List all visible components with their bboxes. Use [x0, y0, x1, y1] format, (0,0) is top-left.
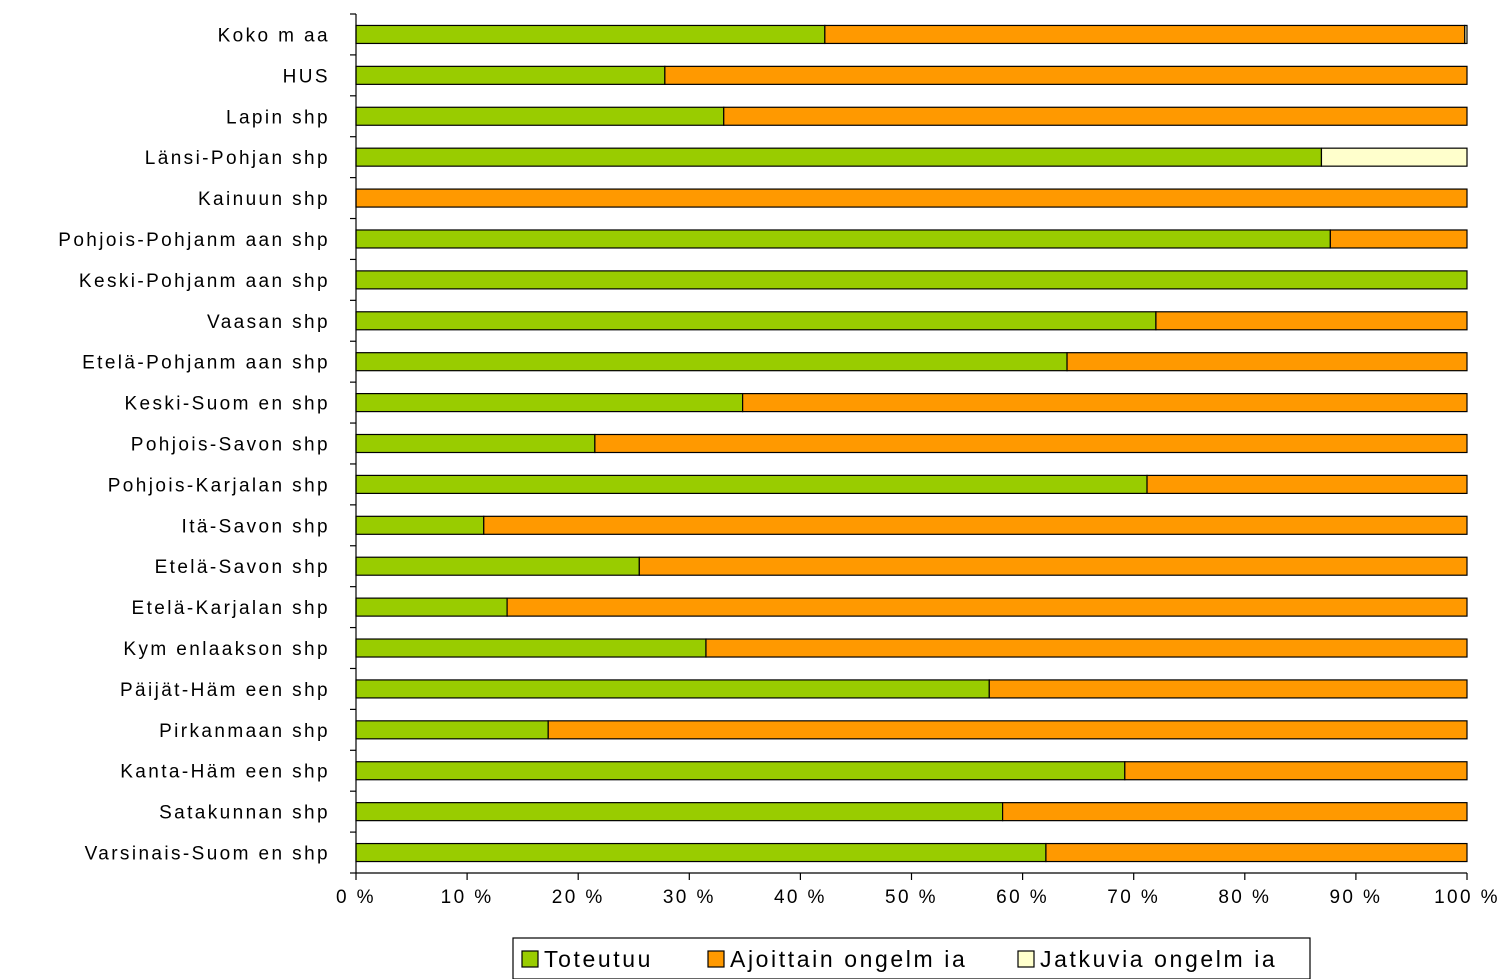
bar-segment: [1330, 230, 1467, 248]
category-label: Kanta-Häm een shp: [120, 762, 330, 783]
bar-segment: [1156, 312, 1467, 330]
category-label: Itä-Savon shp: [182, 516, 330, 537]
bar-segment: [743, 394, 1467, 412]
bar-segment: [356, 189, 1467, 207]
category-label: Länsi-Pohjan shp: [145, 148, 330, 169]
bar-segment: [356, 271, 1467, 289]
bar-segment: [356, 230, 1330, 248]
category-labels: Koko m aa HUS Lapin shp Länsi-Pohjan shp Kai…: [58, 25, 330, 864]
category-label: Keski-Pohjanm aan shp: [79, 271, 330, 292]
bar-segment: [356, 762, 1125, 780]
bar-segment: [989, 680, 1467, 698]
bar-segment: [356, 721, 548, 739]
x-tick-label: 40 %: [774, 887, 827, 908]
category-label: Koko m aa: [218, 25, 330, 46]
x-tick-label: 10 %: [441, 887, 494, 908]
bar-segment: [1321, 148, 1467, 166]
bar-segment: [724, 107, 1467, 125]
bar-segment: [1125, 762, 1467, 780]
x-tick-label: 90 %: [1329, 887, 1382, 908]
category-label: Etelä-Savon shp: [155, 557, 330, 578]
x-tick-label: 0 %: [336, 887, 376, 908]
bar-segment: [706, 639, 1467, 657]
x-tick-label: 30 %: [663, 887, 716, 908]
bar-segment: [356, 25, 825, 43]
bar-segment: [356, 148, 1321, 166]
bar-segment: [356, 803, 1003, 821]
category-label: Satakunnan shp: [159, 803, 330, 824]
x-tick-label: 50 %: [885, 887, 938, 908]
x-tick-labels: 0 % 10 % 20 % 30 % 40 % 50 % 60 % 70 % 80 % 90 % 1…: [336, 887, 1500, 908]
bar-segment: [356, 557, 639, 575]
x-tick-label: 100 %: [1434, 887, 1500, 908]
category-label: Pohjois-Karjalan shp: [108, 475, 330, 496]
bar-segment: [1465, 25, 1467, 43]
category-label: Kainuun shp: [198, 189, 330, 210]
bar-segment: [825, 25, 1465, 43]
bar-segment: [356, 435, 595, 453]
legend-label: Ajoittain ongelm ia: [730, 946, 967, 972]
legend: Toteutuu Ajoittain ongelm ia Jatkuvia onge…: [513, 938, 1310, 979]
x-tick-label: 70 %: [1107, 887, 1160, 908]
category-label: Pohjois-Savon shp: [131, 435, 330, 456]
bars-layer: [356, 25, 1467, 861]
category-label: Päijät-Häm een shp: [120, 680, 330, 701]
category-label: Lapin shp: [226, 107, 330, 128]
legend-swatch: [708, 951, 724, 967]
bar-segment: [548, 721, 1467, 739]
category-label: Varsinais-Suom en shp: [85, 844, 330, 865]
bar-segment: [507, 598, 1467, 616]
x-tick-label: 60 %: [996, 887, 1049, 908]
bar-segment: [356, 598, 507, 616]
bar-segment: [595, 435, 1467, 453]
bar-segment: [356, 394, 743, 412]
bar-segment: [356, 516, 484, 534]
category-label: Pohjois-Pohjanm aan shp: [58, 230, 330, 251]
category-label: Etelä-Karjalan shp: [132, 598, 330, 619]
x-tick-label: 80 %: [1218, 887, 1271, 908]
bar-segment: [356, 844, 1046, 862]
legend-swatch: [522, 951, 538, 967]
bar-segment: [1067, 353, 1467, 371]
bar-segment: [484, 516, 1467, 534]
bar-segment: [356, 107, 724, 125]
category-label: Keski-Suom en shp: [124, 394, 330, 415]
category-label: Kym enlaakson shp: [123, 639, 330, 660]
category-label: Pirkanmaan shp: [159, 721, 330, 742]
bar-segment: [665, 66, 1467, 84]
bar-segment: [1003, 803, 1467, 821]
bar-segment: [356, 312, 1156, 330]
legend-label: Toteutuu: [544, 946, 653, 972]
category-label: HUS: [283, 66, 330, 87]
bar-segment: [356, 353, 1067, 371]
legend-swatch: [1018, 951, 1034, 967]
bar-segment: [1147, 475, 1467, 493]
category-label: Etelä-Pohjanm aan shp: [82, 353, 330, 374]
category-label: Vaasan shp: [207, 312, 330, 333]
x-tick-label: 20 %: [552, 887, 605, 908]
bar-segment: [356, 639, 706, 657]
bar-segment: [356, 66, 665, 84]
bar-segment: [356, 680, 989, 698]
bar-segment: [356, 475, 1147, 493]
bar-segment: [639, 557, 1467, 575]
legend-label: Jatkuvia ongelm ia: [1040, 946, 1277, 972]
bar-segment: [1046, 844, 1467, 862]
